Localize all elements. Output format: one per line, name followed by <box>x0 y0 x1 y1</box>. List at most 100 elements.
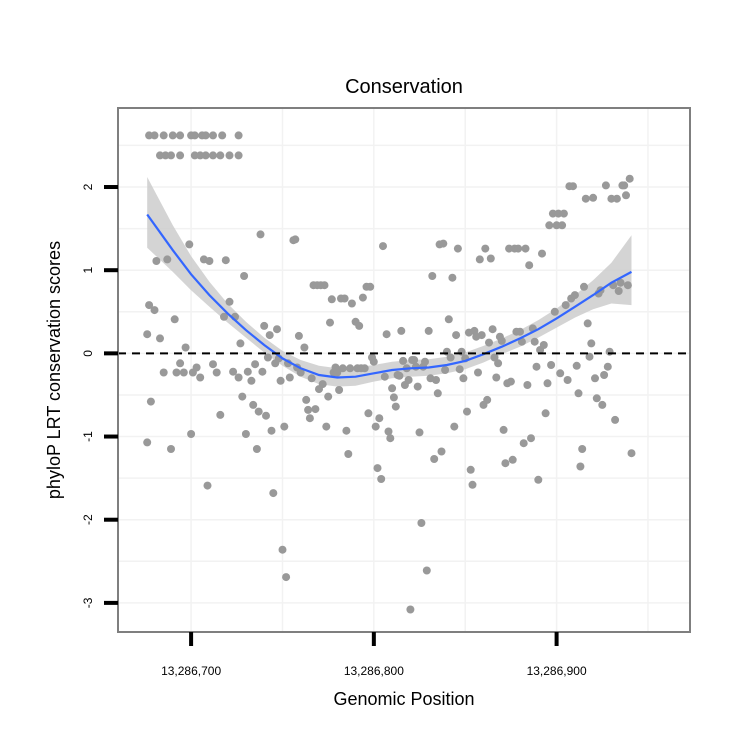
data-point <box>439 239 448 248</box>
smooth-line <box>146 213 633 379</box>
data-point <box>263 353 272 362</box>
data-point <box>170 315 179 324</box>
data-point <box>324 392 333 401</box>
data-point <box>517 337 526 346</box>
data-point <box>196 151 205 160</box>
data-point <box>241 430 250 438</box>
data-point <box>475 255 484 264</box>
data-point <box>276 376 285 385</box>
data-point <box>569 182 577 191</box>
data-point <box>474 368 482 377</box>
data-point <box>225 297 234 306</box>
data-point <box>519 439 528 448</box>
data-point <box>192 363 201 372</box>
y-tick-label: -3 <box>81 597 95 608</box>
data-point <box>212 368 221 377</box>
data-point <box>163 255 172 264</box>
data-point <box>391 402 400 411</box>
data-point <box>600 371 609 379</box>
data-point <box>530 337 539 346</box>
data-point <box>159 368 168 377</box>
x-tick-label: 13,286,700 <box>161 664 221 678</box>
data-point <box>260 321 269 330</box>
data-point <box>428 272 437 280</box>
data-point <box>145 301 154 310</box>
data-point <box>267 426 276 435</box>
data-point <box>203 481 212 490</box>
data-point <box>238 392 247 401</box>
data-point <box>143 330 152 339</box>
data-point <box>282 573 291 582</box>
data-point <box>205 257 214 265</box>
data-point <box>249 400 258 409</box>
data-point <box>156 334 164 343</box>
data-point <box>150 306 159 315</box>
data-point <box>209 131 217 140</box>
data-point <box>459 374 468 383</box>
data-point <box>488 325 497 334</box>
data-point <box>552 221 561 230</box>
data-point <box>532 362 541 371</box>
data-point <box>527 434 535 443</box>
data-point <box>598 400 607 409</box>
data-point <box>273 325 281 334</box>
data-point <box>355 321 364 330</box>
data-point <box>605 347 614 356</box>
data-point <box>243 367 252 376</box>
data-point <box>413 382 422 391</box>
data-point <box>411 362 420 371</box>
data-point <box>481 244 490 253</box>
confidence-ribbon-layer <box>147 177 632 387</box>
data-point <box>466 465 475 474</box>
data-point <box>168 131 177 140</box>
data-point <box>256 230 265 239</box>
data-point <box>538 249 546 258</box>
data-point <box>143 438 152 447</box>
data-point <box>572 361 581 370</box>
y-tick-label: 2 <box>81 183 95 190</box>
data-point <box>185 240 194 249</box>
data-point <box>179 368 188 377</box>
data-point <box>417 519 426 527</box>
data-point <box>225 151 234 160</box>
data-point <box>364 409 373 418</box>
data-point <box>485 338 493 347</box>
data-point <box>221 256 230 265</box>
data-point <box>514 244 523 253</box>
data-point <box>545 221 554 230</box>
data-point <box>499 425 508 434</box>
y-tick-label: 0 <box>81 350 95 357</box>
data-point <box>410 356 419 364</box>
data-point <box>291 235 300 244</box>
data-point <box>216 410 225 419</box>
data-point <box>543 379 552 388</box>
data-point <box>406 605 415 614</box>
data-point <box>525 261 534 270</box>
data-point <box>534 475 543 484</box>
data-point <box>601 181 610 190</box>
data-point <box>455 365 464 374</box>
data-point <box>592 394 601 403</box>
data-point <box>294 331 303 340</box>
data-point <box>322 422 331 431</box>
data-point <box>218 131 227 140</box>
data-point <box>388 384 397 393</box>
data-point <box>437 447 446 456</box>
x-tick-label: 13,286,800 <box>344 664 404 678</box>
data-point <box>444 315 453 324</box>
data-point <box>382 330 391 339</box>
data-point <box>591 374 599 383</box>
data-point <box>483 395 492 404</box>
data-point <box>384 427 393 436</box>
data-point <box>156 151 164 160</box>
data-point <box>234 373 243 382</box>
data-point <box>550 307 559 316</box>
data-point <box>612 194 621 203</box>
data-point <box>587 339 596 348</box>
data-point <box>395 371 404 380</box>
data-point <box>585 352 594 361</box>
data-point <box>547 361 556 369</box>
data-point <box>333 368 342 377</box>
data-point <box>404 376 413 384</box>
data-point <box>201 131 210 140</box>
